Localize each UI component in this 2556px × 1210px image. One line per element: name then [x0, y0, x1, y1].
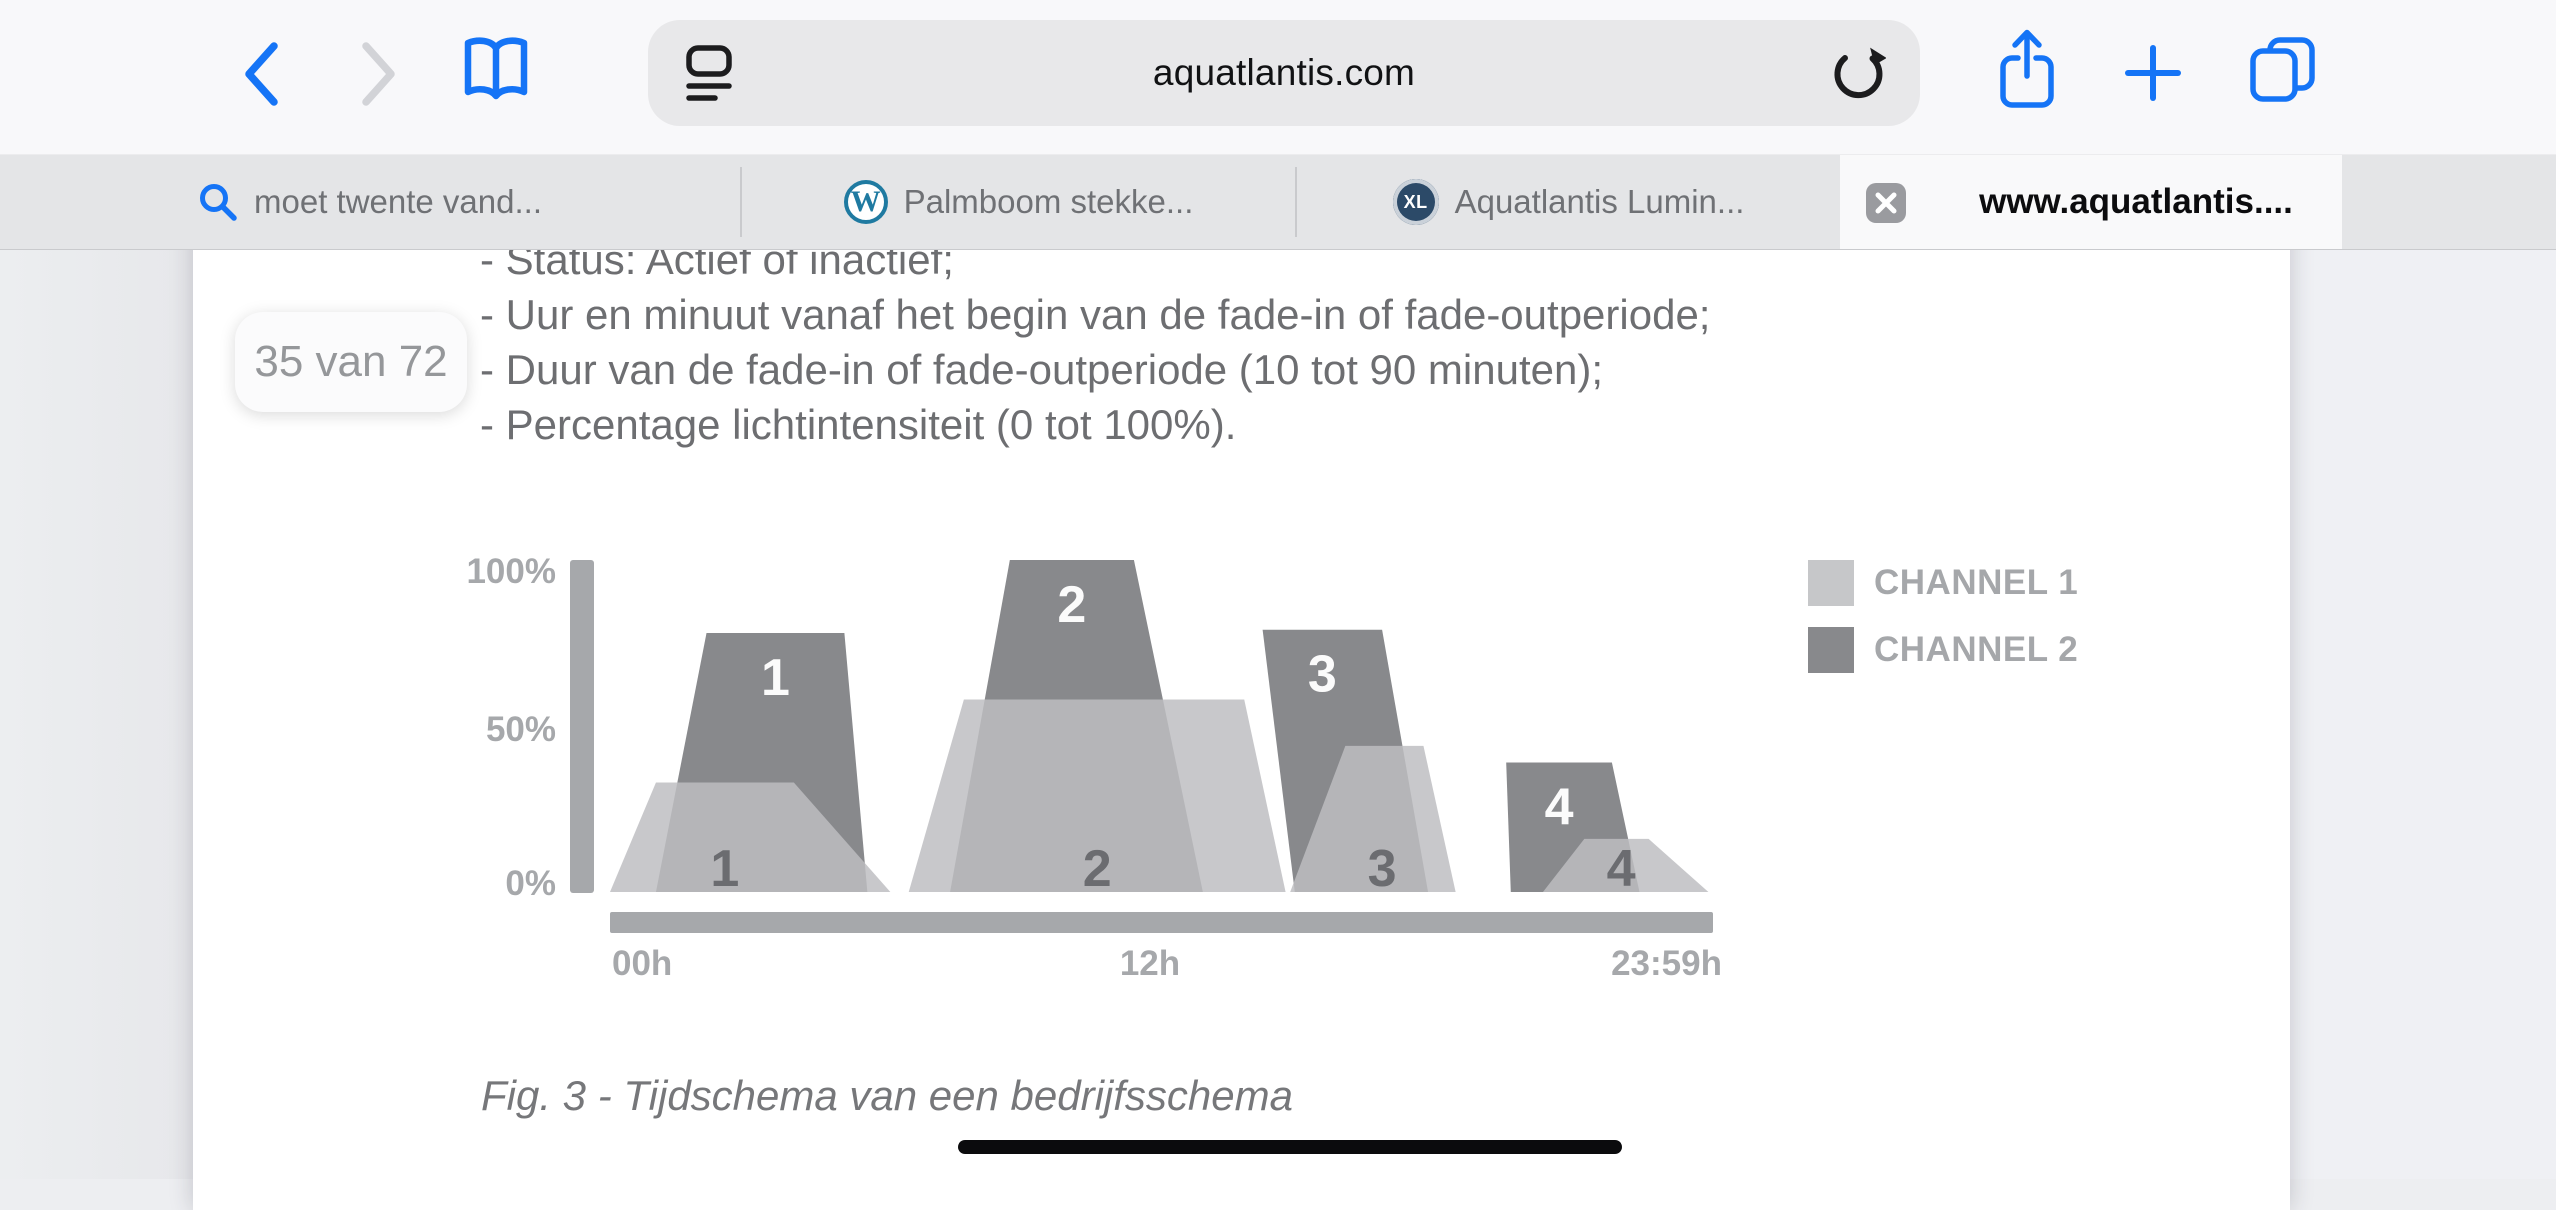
reload-button[interactable]	[1830, 45, 1887, 106]
share-button[interactable]	[1998, 28, 2056, 113]
bullet-line: - Uur en minuut vanaf het begin van de f…	[480, 291, 1711, 338]
tab-label: www.aquatlantis....	[1979, 182, 2293, 221]
close-tab-button[interactable]	[1866, 183, 1906, 223]
bullet-line: - Percentage lichtintensiteit (0 tot 100…	[480, 401, 1237, 448]
tab-overview-button[interactable]	[2248, 36, 2318, 105]
forward-button[interactable]	[358, 40, 400, 111]
wordpress-icon: W	[843, 180, 888, 224]
figure-caption: Fig. 3 - Tijdschema van een bedrijfssche…	[481, 1072, 1293, 1119]
page-indicator: 35 van 72	[235, 312, 467, 412]
tab-separator	[1295, 167, 1297, 237]
y-axis-label-0: 0%	[505, 864, 556, 903]
open-book-icon	[464, 37, 528, 100]
bullet-line: - Duur van de fade-in of fade-outperiode…	[480, 346, 1604, 393]
legend-row-channel1: CHANNEL 1	[1808, 560, 2078, 606]
home-indicator[interactable]	[958, 1140, 1622, 1154]
tab-separator	[740, 167, 742, 237]
legend-label: CHANNEL 1	[1874, 563, 2079, 602]
page-format-icon[interactable]	[686, 45, 732, 108]
share-icon	[2000, 29, 2054, 108]
tab-label: Palmboom stekke...	[903, 183, 1194, 220]
back-button[interactable]	[240, 40, 282, 111]
legend-row-channel2: CHANNEL 2	[1808, 627, 2078, 673]
tab-bar: moet twente vand... W Palmboom stekke...…	[0, 155, 2556, 250]
tab-label: moet twente vand...	[254, 183, 542, 220]
tab-wordpress[interactable]: W Palmboom stekke...	[742, 155, 1295, 249]
browser-toolbar: aquatlantis.com	[0, 0, 2556, 155]
plus-icon	[2125, 45, 2181, 101]
y-axis-label-100: 100%	[466, 552, 556, 591]
new-tab-button[interactable]	[2124, 44, 2182, 105]
xl-badge-icon: XL	[1392, 179, 1439, 225]
chevron-right-icon	[362, 42, 395, 106]
address-bar[interactable]: aquatlantis.com	[648, 20, 1920, 126]
tab-label: Aquatlantis Lumin...	[1454, 183, 1745, 220]
url-text: aquatlantis.com	[1152, 52, 1416, 93]
tab-search[interactable]: moet twente vand...	[0, 155, 740, 249]
channel2-swatch	[1808, 627, 1854, 673]
chevron-left-icon	[245, 42, 278, 106]
pdf-text-block: - Status: Actief of inactief; - Uur en m…	[480, 232, 1710, 452]
channel1-swatch	[1808, 560, 1854, 606]
legend-label: CHANNEL 2	[1874, 630, 2079, 669]
search-icon	[200, 184, 237, 221]
close-icon	[1875, 192, 1897, 214]
y-axis-label-50: 50%	[485, 710, 556, 749]
x-tick-2359h: 23:59h	[1611, 944, 1722, 983]
chart-legend: CHANNEL 1 CHANNEL 2	[1808, 560, 2078, 694]
tabs-icon	[2250, 37, 2315, 102]
bookmarks-button[interactable]	[460, 36, 532, 113]
tab-aquatlantis-luminus[interactable]: XL Aquatlantis Lumin...	[1297, 155, 1840, 249]
x-tick-12h: 12h	[1119, 944, 1181, 983]
x-tick-00h: 00h	[612, 944, 673, 983]
tab-active-aquatlantis[interactable]: www.aquatlantis....	[1840, 155, 2342, 249]
reload-icon	[1834, 47, 1887, 99]
